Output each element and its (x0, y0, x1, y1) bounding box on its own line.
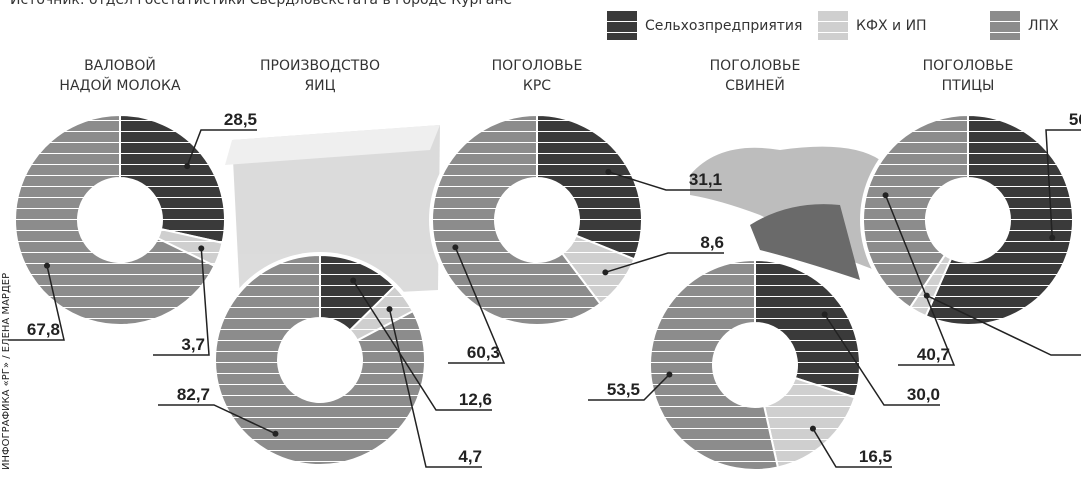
chart-title: НАДОЙ МОЛОКА (59, 76, 181, 94)
chart-title: ПТИЦЫ (942, 78, 995, 94)
legend-swatch (607, 10, 637, 40)
leader-dot (198, 245, 204, 251)
value-label: 40,7 (917, 345, 950, 364)
leader-dot (605, 169, 611, 175)
leader-dot (822, 311, 828, 317)
value-label: 30,0 (907, 385, 940, 404)
chart-title: ЯИЦ (304, 78, 335, 94)
legend-label: КФХ и ИП (856, 18, 927, 34)
value-label: 16,5 (859, 447, 892, 466)
value-label: 53,5 (607, 380, 640, 399)
value-label: 60,3 (467, 343, 500, 362)
value-label: 12,6 (459, 390, 492, 409)
source: Источник: отдел госстатистики Свердловск… (10, 0, 512, 8)
legend-label: Сельхозпредприятия (645, 18, 802, 34)
infographic: Источник: отдел госстатистики Свердловск… (0, 0, 1081, 482)
value-label: 56,6 (1069, 110, 1081, 129)
donut (212, 252, 428, 468)
value-label: 31,1 (689, 170, 722, 189)
value-label: 28,5 (224, 110, 257, 129)
donut (860, 112, 1076, 328)
pig-illustration (690, 147, 880, 280)
donut (647, 257, 863, 473)
leader-dot (350, 278, 356, 284)
legend-label: ЛПХ (1028, 18, 1059, 34)
value-label: 8,6 (700, 233, 724, 252)
leader-dot (386, 306, 392, 312)
value-label: 4,7 (458, 447, 482, 466)
leader-dot (44, 263, 50, 269)
legend-swatch (990, 10, 1020, 40)
leader-dot (184, 163, 190, 169)
leader-dot (602, 269, 608, 275)
chart-title: СВИНЕЙ (725, 76, 785, 94)
value-label: 67,8 (27, 320, 60, 339)
donut (429, 112, 645, 328)
value-label: 82,7 (177, 385, 210, 404)
chart-title: ВАЛОВОЙ (84, 56, 156, 74)
chart-title: ПРОИЗВОДСТВО (260, 58, 380, 74)
legend-swatch (818, 10, 848, 40)
leader-dot (1049, 235, 1055, 241)
chart-title: ПОГОЛОВЬЕ (923, 58, 1014, 74)
chart-title: ПОГОЛОВЬЕ (710, 58, 801, 74)
leader-dot (810, 426, 816, 432)
leader-dot (883, 192, 889, 198)
leader-dot (272, 431, 278, 437)
credit: ИНФОГРАФИКА «РГ» / ЕЛЕНА МАРДЕР (1, 273, 12, 470)
chart-title: ПОГОЛОВЬЕ (492, 58, 583, 74)
value-label: 3,7 (181, 335, 205, 354)
chart-title: КРС (523, 78, 551, 94)
leader-dot (452, 244, 458, 250)
leader-dot (666, 371, 672, 377)
